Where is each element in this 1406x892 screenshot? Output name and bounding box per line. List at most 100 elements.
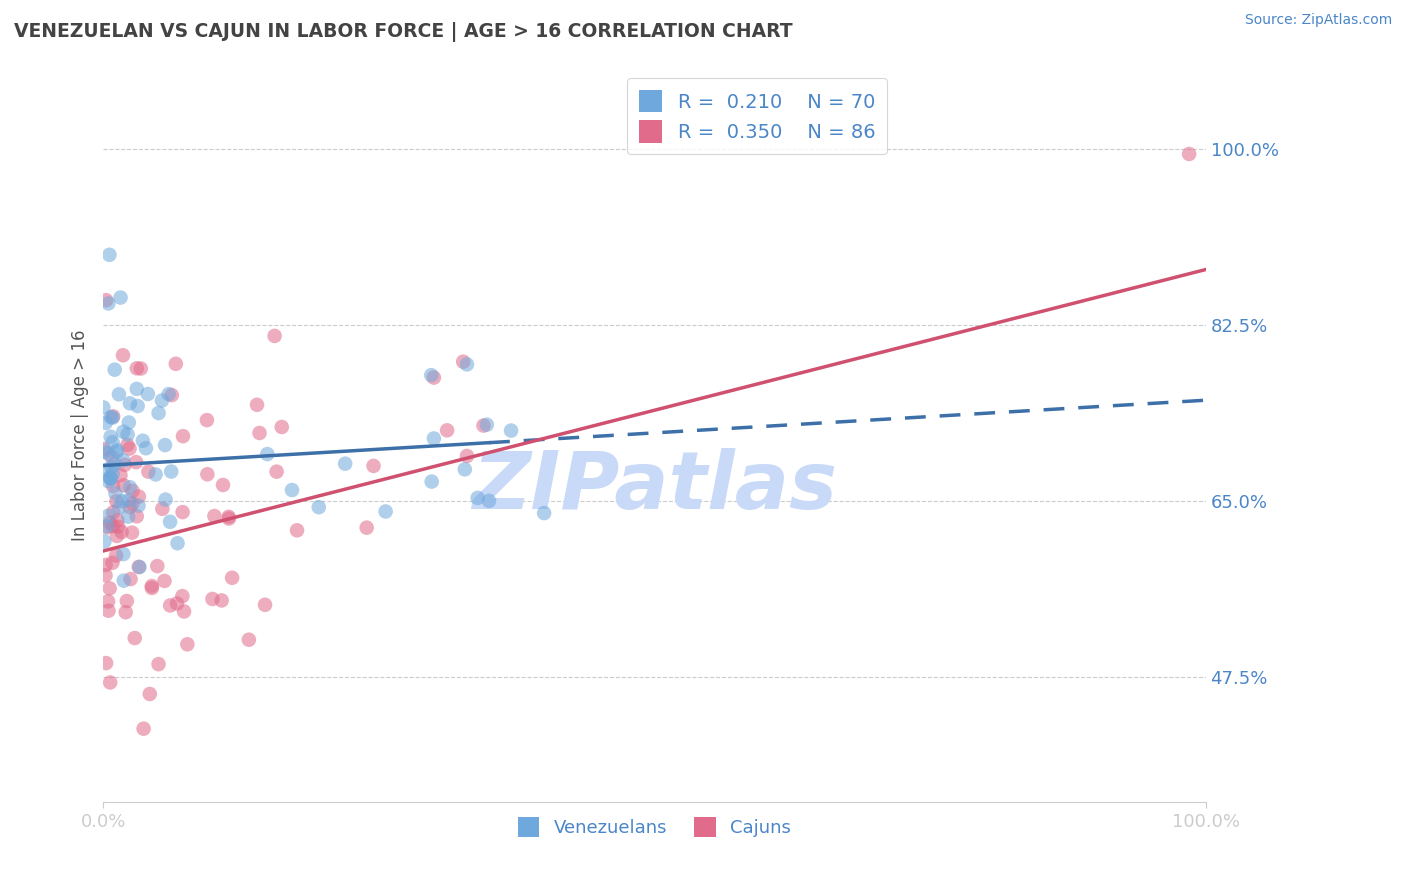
Point	[101, 556, 124, 570]
Point	[112, 425, 135, 439]
Point	[141, 581, 163, 595]
Point	[98, 675, 121, 690]
Y-axis label: In Labor Force | Age > 16: In Labor Force | Age > 16	[72, 330, 89, 541]
Point	[128, 560, 150, 574]
Point	[266, 465, 288, 479]
Point	[249, 425, 271, 440]
Point	[94, 656, 117, 670]
Point	[153, 574, 176, 588]
Point	[172, 589, 194, 603]
Point	[97, 296, 120, 310]
Point	[94, 416, 117, 430]
Point	[93, 442, 115, 456]
Point	[118, 500, 141, 514]
Point	[112, 453, 135, 467]
Point	[333, 457, 356, 471]
Point	[155, 492, 177, 507]
Point	[105, 529, 128, 543]
Point	[285, 524, 308, 538]
Point	[105, 494, 128, 508]
Point	[157, 387, 180, 401]
Point	[101, 409, 124, 424]
Point	[125, 361, 148, 376]
Point	[112, 574, 135, 588]
Point	[100, 410, 122, 425]
Point	[101, 479, 124, 493]
Point	[121, 525, 143, 540]
Point	[121, 497, 143, 511]
Point	[145, 467, 167, 482]
Point	[117, 427, 139, 442]
Point	[94, 568, 117, 582]
Point	[100, 471, 122, 485]
Point	[159, 515, 181, 529]
Point	[96, 519, 118, 533]
Point	[132, 722, 155, 736]
Point	[148, 657, 170, 672]
Point	[420, 368, 443, 383]
Point	[105, 443, 128, 458]
Point	[112, 478, 135, 492]
Point	[104, 362, 127, 376]
Point	[456, 449, 478, 463]
Point	[254, 598, 277, 612]
Point	[135, 441, 157, 455]
Point	[202, 509, 225, 524]
Point	[96, 520, 118, 534]
Point	[238, 632, 260, 647]
Point	[117, 509, 139, 524]
Point	[94, 293, 117, 308]
Point	[136, 387, 159, 401]
Point	[128, 490, 150, 504]
Point	[98, 470, 121, 484]
Point	[100, 430, 122, 444]
Point	[110, 468, 132, 483]
Point	[150, 393, 173, 408]
Point	[146, 559, 169, 574]
Point	[100, 450, 122, 464]
Point	[111, 524, 134, 539]
Point	[103, 505, 125, 519]
Point	[472, 418, 495, 433]
Point	[105, 445, 128, 459]
Point	[270, 420, 292, 434]
Point	[173, 604, 195, 618]
Point	[125, 509, 148, 524]
Point	[111, 494, 134, 508]
Point	[101, 519, 124, 533]
Point	[218, 509, 240, 524]
Point	[218, 511, 240, 525]
Point	[108, 500, 131, 515]
Point	[263, 329, 285, 343]
Point	[111, 348, 134, 362]
Point	[94, 558, 117, 572]
Point	[125, 455, 148, 469]
Point	[115, 594, 138, 608]
Point	[118, 396, 141, 410]
Point	[105, 549, 128, 563]
Point	[165, 357, 187, 371]
Point	[356, 521, 378, 535]
Point	[478, 494, 501, 508]
Point	[100, 472, 122, 486]
Point	[160, 465, 183, 479]
Point	[139, 687, 162, 701]
Point	[176, 637, 198, 651]
Point	[98, 248, 121, 262]
Point	[423, 370, 446, 384]
Point	[172, 505, 194, 519]
Point	[128, 560, 150, 574]
Point	[93, 444, 115, 458]
Point	[98, 516, 121, 530]
Point	[467, 491, 489, 505]
Point	[201, 591, 224, 606]
Point	[172, 429, 194, 443]
Point	[93, 401, 115, 415]
Point	[97, 446, 120, 460]
Point	[100, 459, 122, 474]
Point	[195, 413, 218, 427]
Point	[104, 457, 127, 471]
Legend: Venezuelans, Cajuns: Venezuelans, Cajuns	[510, 809, 799, 845]
Point	[101, 467, 124, 481]
Point	[148, 406, 170, 420]
